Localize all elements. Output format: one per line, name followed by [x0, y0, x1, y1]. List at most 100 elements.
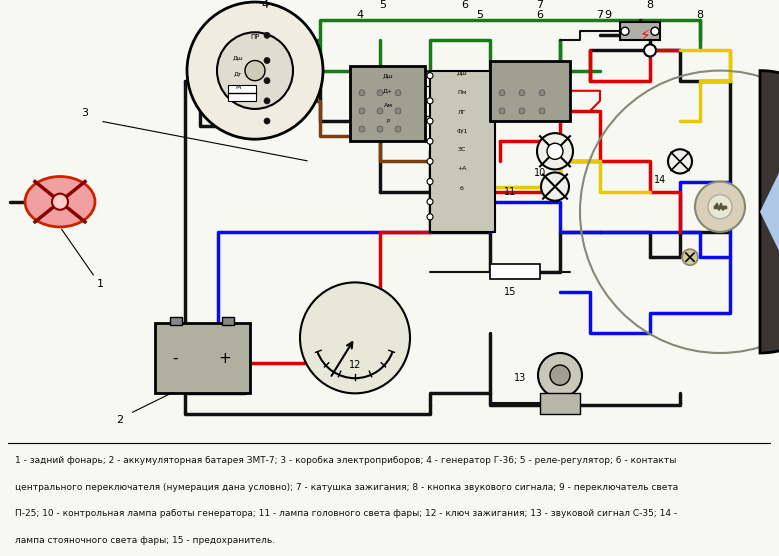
Circle shape	[187, 2, 323, 139]
Text: Дш: Дш	[456, 70, 467, 75]
Circle shape	[395, 126, 401, 132]
Circle shape	[264, 118, 270, 124]
Circle shape	[395, 108, 401, 114]
Circle shape	[682, 249, 698, 265]
Circle shape	[695, 182, 745, 232]
Circle shape	[245, 61, 265, 81]
Text: П-25; 10 - контрольная лампа работы генератора; 11 - лампа головного света фары;: П-25; 10 - контрольная лампа работы гене…	[16, 509, 678, 518]
Circle shape	[377, 108, 383, 114]
Text: Ам: Ам	[383, 103, 393, 108]
Text: Дш: Дш	[233, 55, 243, 60]
Circle shape	[668, 149, 692, 173]
Text: Дш: Дш	[382, 73, 393, 78]
Text: ЗС: ЗС	[458, 147, 466, 152]
Text: 13: 13	[514, 373, 526, 383]
Text: 5: 5	[477, 10, 484, 20]
Text: М: М	[235, 85, 241, 90]
Bar	[228, 85, 256, 101]
Text: 14: 14	[654, 175, 666, 185]
Circle shape	[395, 90, 401, 96]
Text: б: б	[460, 186, 464, 191]
Polygon shape	[760, 71, 779, 353]
Text: 5: 5	[379, 0, 386, 10]
Bar	[222, 317, 234, 325]
Bar	[490, 61, 570, 121]
Circle shape	[537, 133, 573, 170]
Text: +А: +А	[457, 166, 467, 171]
Circle shape	[264, 78, 270, 84]
Circle shape	[359, 108, 365, 114]
Circle shape	[264, 57, 270, 63]
Text: Пм: Пм	[457, 90, 467, 95]
Text: 12: 12	[349, 360, 361, 370]
Circle shape	[519, 108, 525, 114]
Circle shape	[644, 24, 656, 36]
Text: 8: 8	[647, 0, 654, 10]
Circle shape	[538, 353, 582, 398]
Circle shape	[427, 214, 433, 220]
Text: Ф/1: Ф/1	[456, 128, 467, 133]
Text: Дт: Дт	[234, 71, 242, 76]
Text: +: +	[219, 350, 231, 365]
Text: ЛГ: ЛГ	[458, 111, 467, 116]
Text: Р: Р	[386, 118, 390, 123]
Circle shape	[217, 32, 293, 109]
Circle shape	[427, 73, 433, 78]
Text: 6: 6	[461, 0, 468, 10]
Text: 11: 11	[504, 187, 516, 197]
Circle shape	[427, 98, 433, 104]
Circle shape	[708, 195, 732, 219]
Circle shape	[547, 143, 563, 160]
Bar	[170, 317, 182, 325]
Text: 7: 7	[597, 10, 604, 20]
Text: 9: 9	[605, 10, 612, 20]
Text: 6: 6	[537, 10, 544, 20]
Circle shape	[519, 90, 525, 96]
Text: 15: 15	[504, 287, 516, 297]
Text: центрального переключателя (нумерация дана условно); 7 - катушка зажигания; 8 - : центрального переключателя (нумерация да…	[16, 483, 679, 492]
Circle shape	[644, 44, 656, 57]
Text: 1: 1	[97, 280, 104, 290]
Bar	[430, 71, 495, 232]
Circle shape	[359, 90, 365, 96]
Circle shape	[499, 108, 505, 114]
Circle shape	[300, 282, 410, 393]
Bar	[540, 393, 580, 414]
Bar	[155, 322, 250, 393]
Circle shape	[377, 90, 383, 96]
Text: 7: 7	[537, 0, 544, 10]
Bar	[350, 66, 425, 141]
Text: 2: 2	[116, 415, 124, 425]
Circle shape	[651, 27, 659, 35]
Circle shape	[550, 365, 570, 385]
Circle shape	[427, 138, 433, 144]
Circle shape	[621, 27, 629, 35]
Text: -: -	[172, 350, 178, 365]
Text: ⚡: ⚡	[640, 28, 650, 43]
Ellipse shape	[25, 176, 95, 227]
Circle shape	[377, 126, 383, 132]
Circle shape	[52, 193, 68, 210]
Circle shape	[539, 108, 545, 114]
Bar	[490, 264, 540, 279]
Text: 3: 3	[82, 108, 89, 118]
Text: лампа стояночного света фары; 15 - предохранитель.: лампа стояночного света фары; 15 - предо…	[16, 536, 276, 545]
Circle shape	[264, 98, 270, 104]
Circle shape	[539, 90, 545, 96]
Circle shape	[427, 118, 433, 124]
Text: Д+: Д+	[383, 88, 393, 93]
Circle shape	[359, 126, 365, 132]
Circle shape	[427, 198, 433, 205]
Text: 1 - задний фонарь; 2 - аккумуляторная батарея ЗМТ-7; 3 - коробка электроприборов: 1 - задний фонарь; 2 - аккумуляторная ба…	[16, 456, 677, 465]
Circle shape	[264, 32, 270, 38]
Text: 8: 8	[696, 10, 703, 20]
Circle shape	[427, 158, 433, 165]
Circle shape	[427, 178, 433, 185]
Text: ПР: ПР	[250, 34, 259, 41]
Circle shape	[499, 90, 505, 96]
Text: 4: 4	[262, 0, 269, 10]
Text: 4: 4	[357, 10, 364, 20]
Bar	[620, 22, 660, 41]
Polygon shape	[760, 125, 779, 299]
Text: 10: 10	[534, 168, 546, 178]
